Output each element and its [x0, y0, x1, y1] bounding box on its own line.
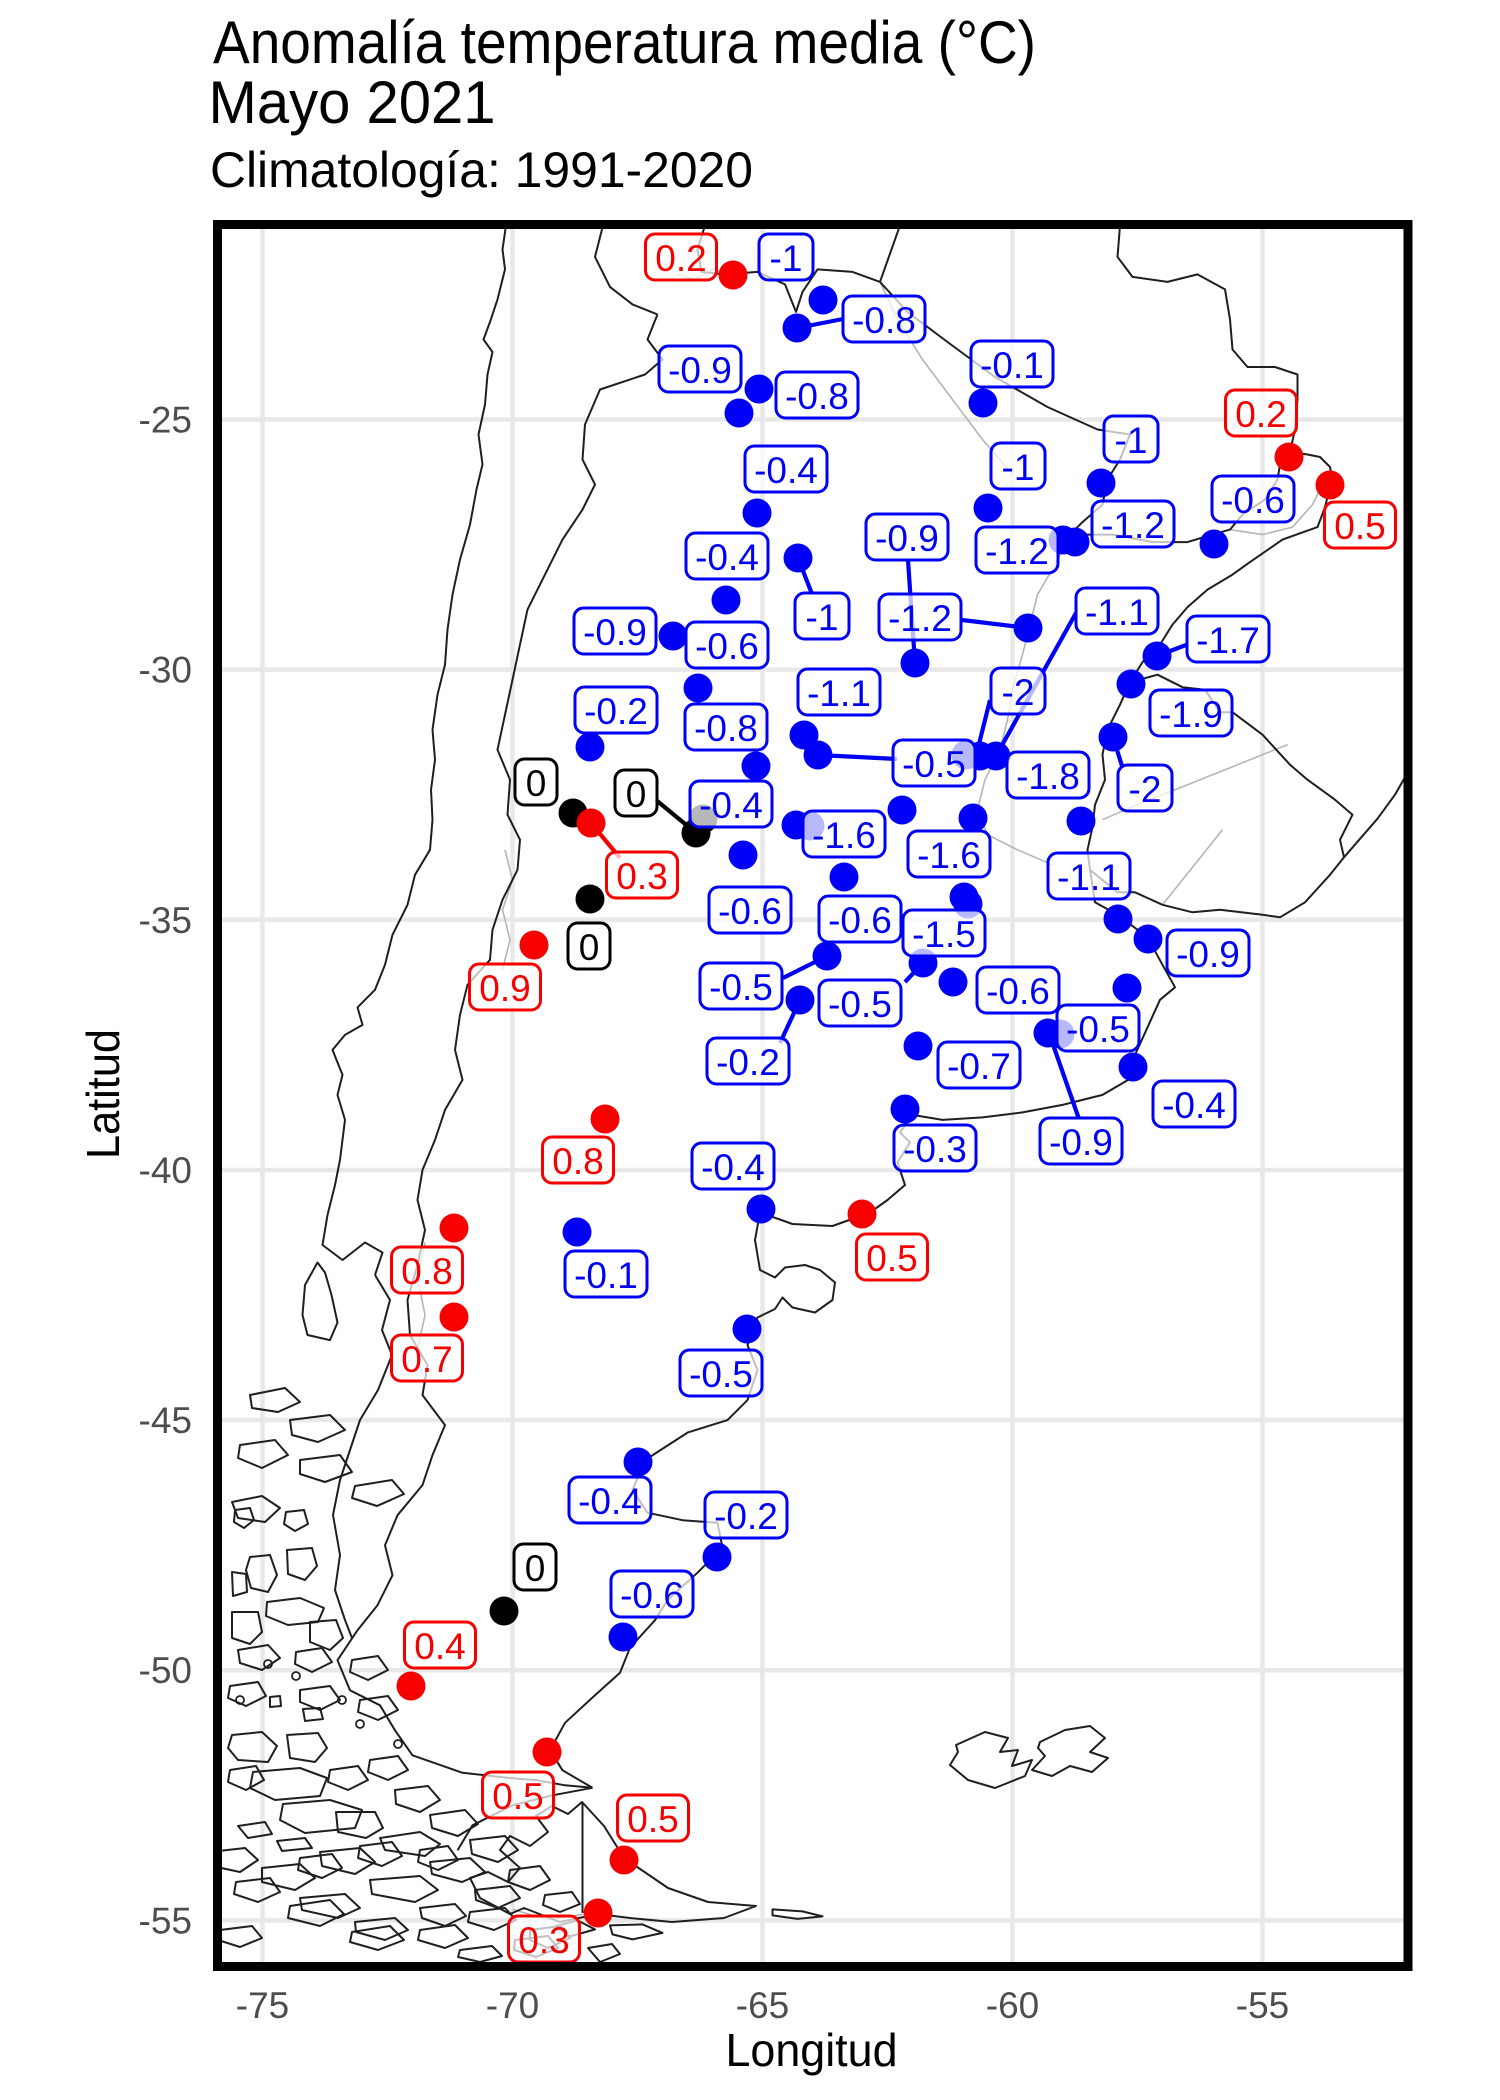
svg-text:-0.4: -0.4 — [701, 1147, 765, 1188]
svg-text:-0.3: -0.3 — [903, 1129, 967, 1170]
svg-text:-75: -75 — [236, 1985, 289, 2026]
svg-text:-40: -40 — [139, 1150, 192, 1191]
svg-text:-0.2: -0.2 — [584, 691, 648, 732]
svg-text:-0.5: -0.5 — [1066, 1009, 1130, 1050]
svg-text:-1: -1 — [1002, 447, 1035, 488]
svg-text:-0.7: -0.7 — [947, 1046, 1011, 1087]
svg-text:-0.5: -0.5 — [689, 1354, 753, 1395]
svg-text:-1.6: -1.6 — [917, 835, 981, 876]
svg-text:0.5: 0.5 — [1334, 506, 1385, 547]
svg-text:-1.2: -1.2 — [985, 531, 1049, 572]
svg-text:-65: -65 — [736, 1985, 789, 2026]
svg-text:0.2: 0.2 — [1235, 394, 1286, 435]
svg-text:-0.6: -0.6 — [718, 891, 782, 932]
svg-text:-0.4: -0.4 — [1162, 1085, 1226, 1126]
svg-text:-0.4: -0.4 — [695, 537, 759, 578]
svg-text:-0.4: -0.4 — [699, 785, 763, 826]
svg-text:0: 0 — [626, 774, 647, 815]
svg-text:-0.1: -0.1 — [980, 345, 1044, 386]
svg-text:0: 0 — [579, 927, 600, 968]
svg-text:-1: -1 — [1115, 420, 1148, 461]
svg-text:0.8: 0.8 — [552, 1141, 603, 1182]
svg-text:-0.9: -0.9 — [668, 350, 732, 391]
svg-text:0.9: 0.9 — [479, 968, 530, 1009]
svg-text:0.4: 0.4 — [414, 1626, 465, 1667]
svg-text:-60: -60 — [986, 1985, 1039, 2026]
svg-text:-0.6: -0.6 — [828, 900, 892, 941]
svg-text:0.5: 0.5 — [492, 1776, 543, 1817]
svg-text:-30: -30 — [139, 650, 192, 691]
svg-text:-25: -25 — [139, 400, 192, 441]
svg-text:-0.9: -0.9 — [1176, 934, 1240, 975]
svg-text:-50: -50 — [139, 1650, 192, 1691]
svg-text:-0.8: -0.8 — [852, 300, 916, 341]
svg-text:Mayo 2021: Mayo 2021 — [209, 69, 496, 136]
svg-text:-0.6: -0.6 — [986, 971, 1050, 1012]
svg-text:-0.4: -0.4 — [754, 450, 818, 491]
svg-text:-2: -2 — [1129, 769, 1162, 810]
svg-text:-0.5: -0.5 — [709, 967, 773, 1008]
svg-text:-1.1: -1.1 — [1085, 592, 1149, 633]
svg-text:0.3: 0.3 — [518, 1920, 569, 1961]
svg-text:-0.1: -0.1 — [574, 1255, 638, 1296]
svg-text:-55: -55 — [139, 1900, 192, 1941]
svg-text:-2: -2 — [1002, 672, 1035, 713]
svg-text:Climatología: 1991-2020: Climatología: 1991-2020 — [210, 142, 753, 198]
svg-text:0.8: 0.8 — [401, 1251, 452, 1292]
svg-text:0.2: 0.2 — [655, 238, 706, 279]
svg-text:-0.5: -0.5 — [902, 744, 966, 785]
svg-text:-1: -1 — [806, 597, 839, 638]
svg-text:-0.6: -0.6 — [1221, 480, 1285, 521]
svg-text:-0.9: -0.9 — [875, 518, 939, 559]
svg-text:0.5: 0.5 — [627, 1799, 678, 1840]
svg-text:Longitud: Longitud — [726, 2024, 898, 2076]
svg-text:-1.6: -1.6 — [812, 815, 876, 856]
svg-text:0: 0 — [525, 1548, 546, 1589]
svg-text:-1.5: -1.5 — [912, 914, 976, 955]
svg-text:Anomalía temperatura media (°C: Anomalía temperatura media (°C) — [213, 9, 1036, 76]
svg-text:-0.5: -0.5 — [828, 984, 892, 1025]
svg-text:-0.9: -0.9 — [583, 612, 647, 653]
svg-text:-1.2: -1.2 — [888, 598, 952, 639]
svg-text:0.7: 0.7 — [401, 1339, 452, 1380]
svg-text:-0.4: -0.4 — [578, 1481, 642, 1522]
svg-text:-0.9: -0.9 — [1049, 1122, 1113, 1163]
svg-text:-70: -70 — [486, 1985, 539, 2026]
svg-text:-1.7: -1.7 — [1196, 620, 1260, 661]
svg-text:0.3: 0.3 — [616, 856, 667, 897]
svg-text:-1.1: -1.1 — [807, 673, 871, 714]
svg-text:-0.2: -0.2 — [716, 1042, 780, 1083]
svg-text:-45: -45 — [139, 1400, 192, 1441]
svg-text:0.5: 0.5 — [866, 1238, 917, 1279]
svg-text:-0.6: -0.6 — [620, 1575, 684, 1616]
svg-text:-0.6: -0.6 — [695, 626, 759, 667]
svg-text:-1.2: -1.2 — [1101, 505, 1165, 546]
svg-text:-1: -1 — [770, 238, 803, 279]
svg-text:-1.9: -1.9 — [1159, 694, 1223, 735]
svg-text:-1.1: -1.1 — [1057, 857, 1121, 898]
svg-text:0: 0 — [526, 763, 547, 804]
svg-text:-1.8: -1.8 — [1016, 756, 1080, 797]
svg-text:Latitud: Latitud — [77, 1029, 129, 1159]
svg-text:-0.8: -0.8 — [785, 376, 849, 417]
svg-text:-55: -55 — [1236, 1985, 1289, 2026]
svg-text:-0.8: -0.8 — [694, 708, 758, 749]
svg-text:-35: -35 — [139, 900, 192, 941]
svg-text:-0.2: -0.2 — [714, 1496, 778, 1537]
